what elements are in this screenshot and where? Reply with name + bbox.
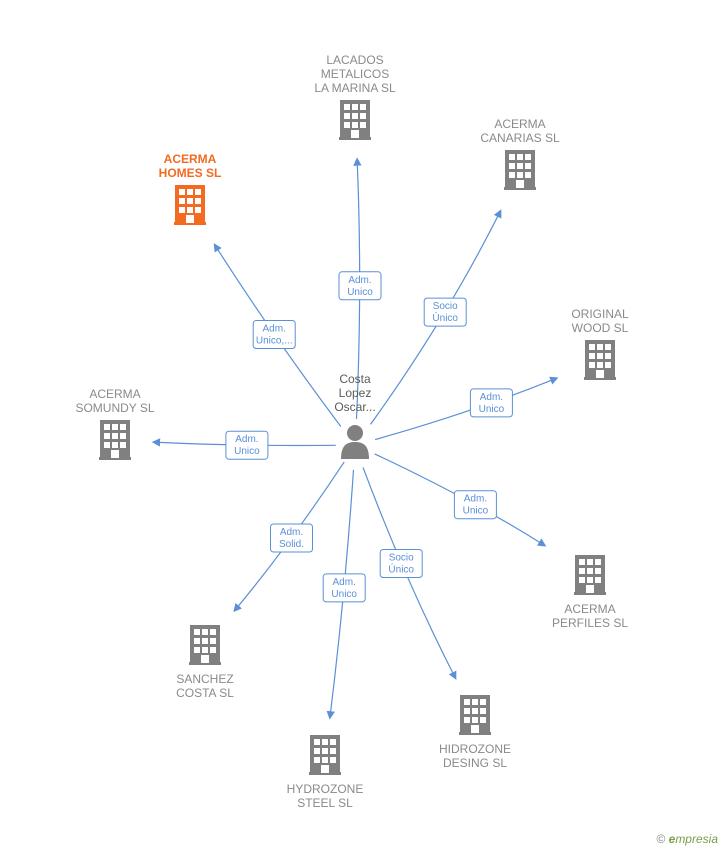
edge-label: Adm.Unico (470, 389, 512, 417)
copyright-symbol: © (656, 832, 665, 846)
edge-label: SocioÚnico (380, 550, 422, 578)
company-node[interactable]: HIDROZONEDESING SL (439, 695, 511, 770)
edge-label: Adm.Unico,... (253, 321, 295, 349)
person-node[interactable]: CostaLopezOscar... (334, 372, 375, 459)
company-label: COSTA SL (176, 686, 234, 700)
building-icon (504, 150, 536, 190)
edge-label-text: Adm. (333, 577, 356, 588)
company-label: ACERMA (164, 152, 217, 166)
building-icon (459, 695, 491, 735)
edge-label-text: Socio (389, 553, 414, 564)
edge-label-text: Solid. (279, 539, 304, 550)
edge-label: Adm.Unico (339, 272, 381, 300)
attribution-footer: © empresia (656, 832, 718, 846)
company-label: WOOD SL (572, 321, 629, 335)
company-label: ACERMA (564, 602, 615, 616)
edge-label: Adm.Solid. (271, 524, 313, 552)
building-icon (309, 735, 341, 775)
edge-label-text: Adm. (348, 275, 371, 286)
edge-label-text: Unico (331, 589, 357, 600)
edge-label-text: Unico (347, 287, 373, 298)
company-label: ORIGINAL (571, 307, 629, 321)
company-label: PERFILES SL (552, 616, 628, 630)
edge-label: Adm.Unico (454, 491, 496, 519)
edge-label-text: Unico (479, 404, 505, 415)
person-label: Costa (339, 372, 371, 386)
company-label: HIDROZONE (439, 742, 511, 756)
edge-label: Adm.Unico (226, 431, 268, 459)
company-node[interactable]: ACERMACANARIAS SL (480, 117, 560, 190)
edge-label: Adm.Unico (323, 574, 365, 602)
edge-label: SocioÚnico (424, 298, 466, 326)
company-node[interactable]: ACERMASOMUNDY SL (75, 387, 154, 460)
edge-label-text: Adm. (280, 527, 303, 538)
company-label: LA MARINA SL (314, 81, 396, 95)
person-label: Lopez (339, 386, 372, 400)
company-label: ACERMA (89, 387, 140, 401)
edge-label-text: Único (432, 311, 458, 324)
edge-label-text: Unico,... (256, 336, 293, 347)
building-icon (574, 555, 606, 595)
company-node[interactable]: HYDROZONESTEEL SL (287, 735, 364, 810)
edge-label-text: Unico (234, 446, 260, 457)
person-icon (341, 425, 369, 459)
company-node[interactable]: ACERMAPERFILES SL (552, 555, 628, 630)
company-node[interactable]: SANCHEZCOSTA SL (176, 625, 234, 700)
company-label: HYDROZONE (287, 782, 364, 796)
edge-label-text: Adm. (263, 324, 286, 335)
company-node[interactable]: ACERMAHOMES SL (159, 152, 222, 225)
network-diagram: Adm.UnicoSocioÚnicoAdm.Unico,...Adm.Unic… (0, 0, 728, 850)
edge-label-text: Único (388, 563, 414, 576)
edge-label-text: Unico (463, 506, 489, 517)
building-icon (189, 625, 221, 665)
company-label: DESING SL (443, 756, 507, 770)
edge-label-text: Adm. (480, 392, 503, 403)
person-label: Oscar... (334, 400, 375, 414)
edge-line (375, 378, 557, 440)
company-label: LACADOS (326, 53, 383, 67)
company-label: STEEL SL (297, 796, 353, 810)
building-icon (339, 100, 371, 140)
edge-label-text: Socio (433, 301, 458, 312)
company-label: SANCHEZ (176, 672, 233, 686)
edge-label-text: Adm. (235, 434, 258, 445)
building-icon (584, 340, 616, 380)
brand-name: empresia (669, 832, 718, 846)
company-label: SOMUNDY SL (75, 401, 154, 415)
company-label: HOMES SL (159, 166, 222, 180)
company-label: CANARIAS SL (480, 131, 560, 145)
building-icon (99, 420, 131, 460)
company-label: METALICOS (321, 67, 389, 81)
company-node[interactable]: LACADOSMETALICOSLA MARINA SL (314, 53, 396, 140)
building-icon (174, 185, 206, 225)
company-node[interactable]: ORIGINALWOOD SL (571, 307, 629, 380)
company-label: ACERMA (494, 117, 545, 131)
edge-label-text: Adm. (464, 494, 487, 505)
